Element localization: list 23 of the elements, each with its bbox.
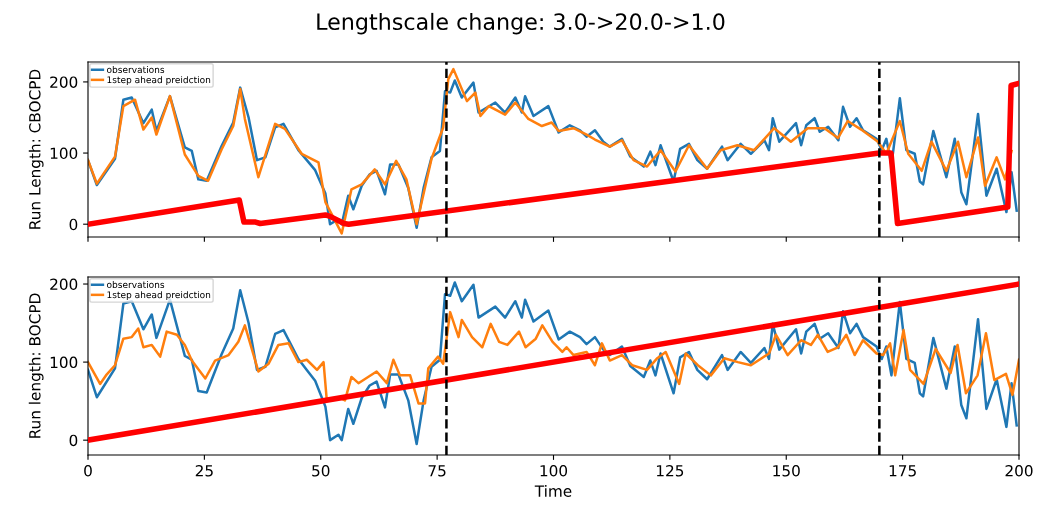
x-tick-label: 200	[1005, 464, 1033, 477]
x-tick-label: 75	[428, 465, 446, 477]
x-tick-label: 150	[773, 464, 800, 477]
legend-label: observations	[107, 66, 165, 74]
y-tick-label: 200	[50, 76, 78, 88]
y-tick-label: 0	[69, 434, 78, 447]
y-tick-label: 200	[50, 278, 78, 291]
x-axis-title: Time	[534, 485, 572, 497]
x-tick-label: 0	[84, 464, 92, 477]
legend-label: 1step ahead preidction	[107, 291, 211, 300]
x-tick-label: 125	[656, 464, 684, 477]
legend-label: 1step ahead preidction	[107, 76, 211, 85]
chart-title: Lengthscale change: 3.0->20.0->1.0	[317, 12, 725, 35]
x-tick-label: 25	[195, 464, 213, 477]
y-axis-title: Run Length: CBOCPD	[28, 69, 44, 229]
y-tick-label: 100	[50, 356, 78, 369]
x-tick-label: 175	[889, 465, 916, 477]
legend-label: observations	[107, 281, 165, 289]
y-axis-title: Run length: BOCPD	[28, 293, 44, 438]
x-tick-label: 100	[540, 464, 568, 477]
y-tick-label: 100	[50, 147, 78, 160]
x-tick-label: 50	[312, 464, 330, 477]
y-tick-label: 0	[69, 218, 78, 231]
